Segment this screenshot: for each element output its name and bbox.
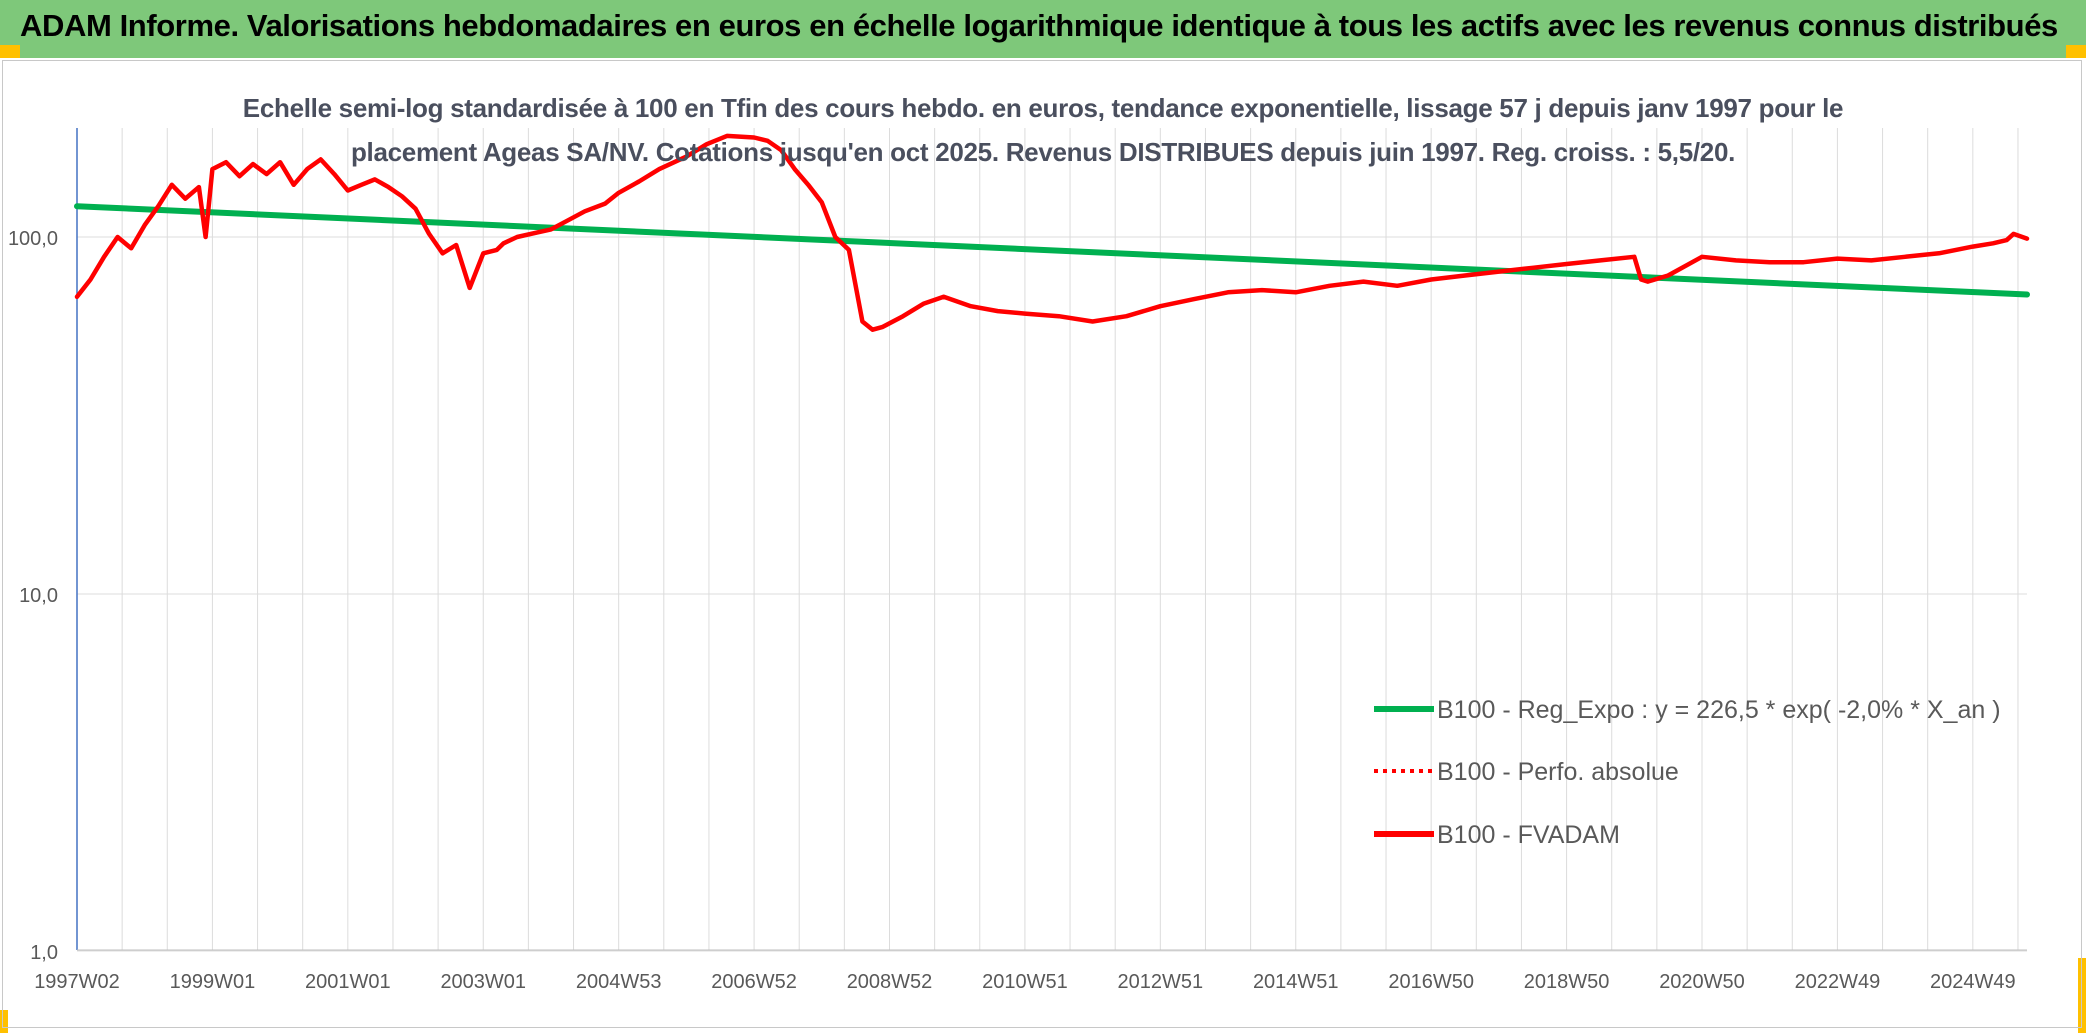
chart-frame <box>2 60 2082 1028</box>
x-tick-label: 1999W01 <box>170 971 256 993</box>
x-tick-label: 2010W51 <box>982 971 1068 993</box>
corner-accent-left <box>0 45 20 58</box>
x-tick-label: 2024W49 <box>1930 971 2016 993</box>
side-accent-left <box>0 1010 8 1033</box>
x-tick-label: 2016W50 <box>1388 971 1474 993</box>
y-tick-label: 1,0 <box>30 942 58 964</box>
chart-legend: B100 - Reg_Expo : y = 226,5 * exp( -2,0%… <box>1374 696 2001 849</box>
x-tick-label: 2003W01 <box>440 971 526 993</box>
series-line-0 <box>74 203 2030 298</box>
corner-accent-right <box>2066 45 2086 58</box>
side-accent-right <box>2078 958 2086 1033</box>
series-layer <box>74 133 2030 332</box>
chart-title-line-2: placement Ageas SA/NV. Cotations jusqu'e… <box>350 137 1736 167</box>
header-banner: ADAM Informe. Valorisations hebdomadaire… <box>0 0 2086 58</box>
y-axis-tick-labels: 1,0 10,0 100,0 <box>8 228 58 964</box>
x-tick-label: 2001W01 <box>305 971 391 993</box>
series-line-2 <box>74 133 2030 332</box>
axes <box>76 128 2027 951</box>
x-tick-label: 2008W52 <box>847 971 933 993</box>
x-axis-tick-labels: 1997W02 1999W01 2001W01 2003W01 2004W53 2006W… <box>34 971 2015 993</box>
chart-title-line-1: Echelle semi-log standardisée à 100 en T… <box>242 93 1844 123</box>
horizontal-gridlines <box>77 236 2027 952</box>
x-tick-label: 2004W53 <box>576 971 662 993</box>
x-tick-label: 2014W51 <box>1253 971 1339 993</box>
x-tick-label: 1997W02 <box>34 971 120 993</box>
legend-entry-label: B100 - Perfo. absolue <box>1437 758 1679 786</box>
vertical-gridlines <box>121 128 2019 950</box>
x-tick-label: 2020W50 <box>1659 971 1745 993</box>
x-tick-label: 2022W49 <box>1795 971 1881 993</box>
report-title: ADAM Informe. Valorisations hebdomadaire… <box>20 8 2058 43</box>
x-tick-label: 2012W51 <box>1118 971 1204 993</box>
y-tick-label: 10,0 <box>19 585 58 607</box>
y-tick-label: 100,0 <box>8 228 58 250</box>
legend-entry-label: B100 - Reg_Expo : y = 226,5 * exp( -2,0%… <box>1437 696 2001 724</box>
x-tick-label: 2018W50 <box>1524 971 1610 993</box>
x-tick-label: 2006W52 <box>711 971 797 993</box>
legend-entry-label: B100 - FVADAM <box>1437 821 1620 849</box>
chart-title: Echelle semi-log standardisée à 100 en T… <box>0 86 2086 174</box>
